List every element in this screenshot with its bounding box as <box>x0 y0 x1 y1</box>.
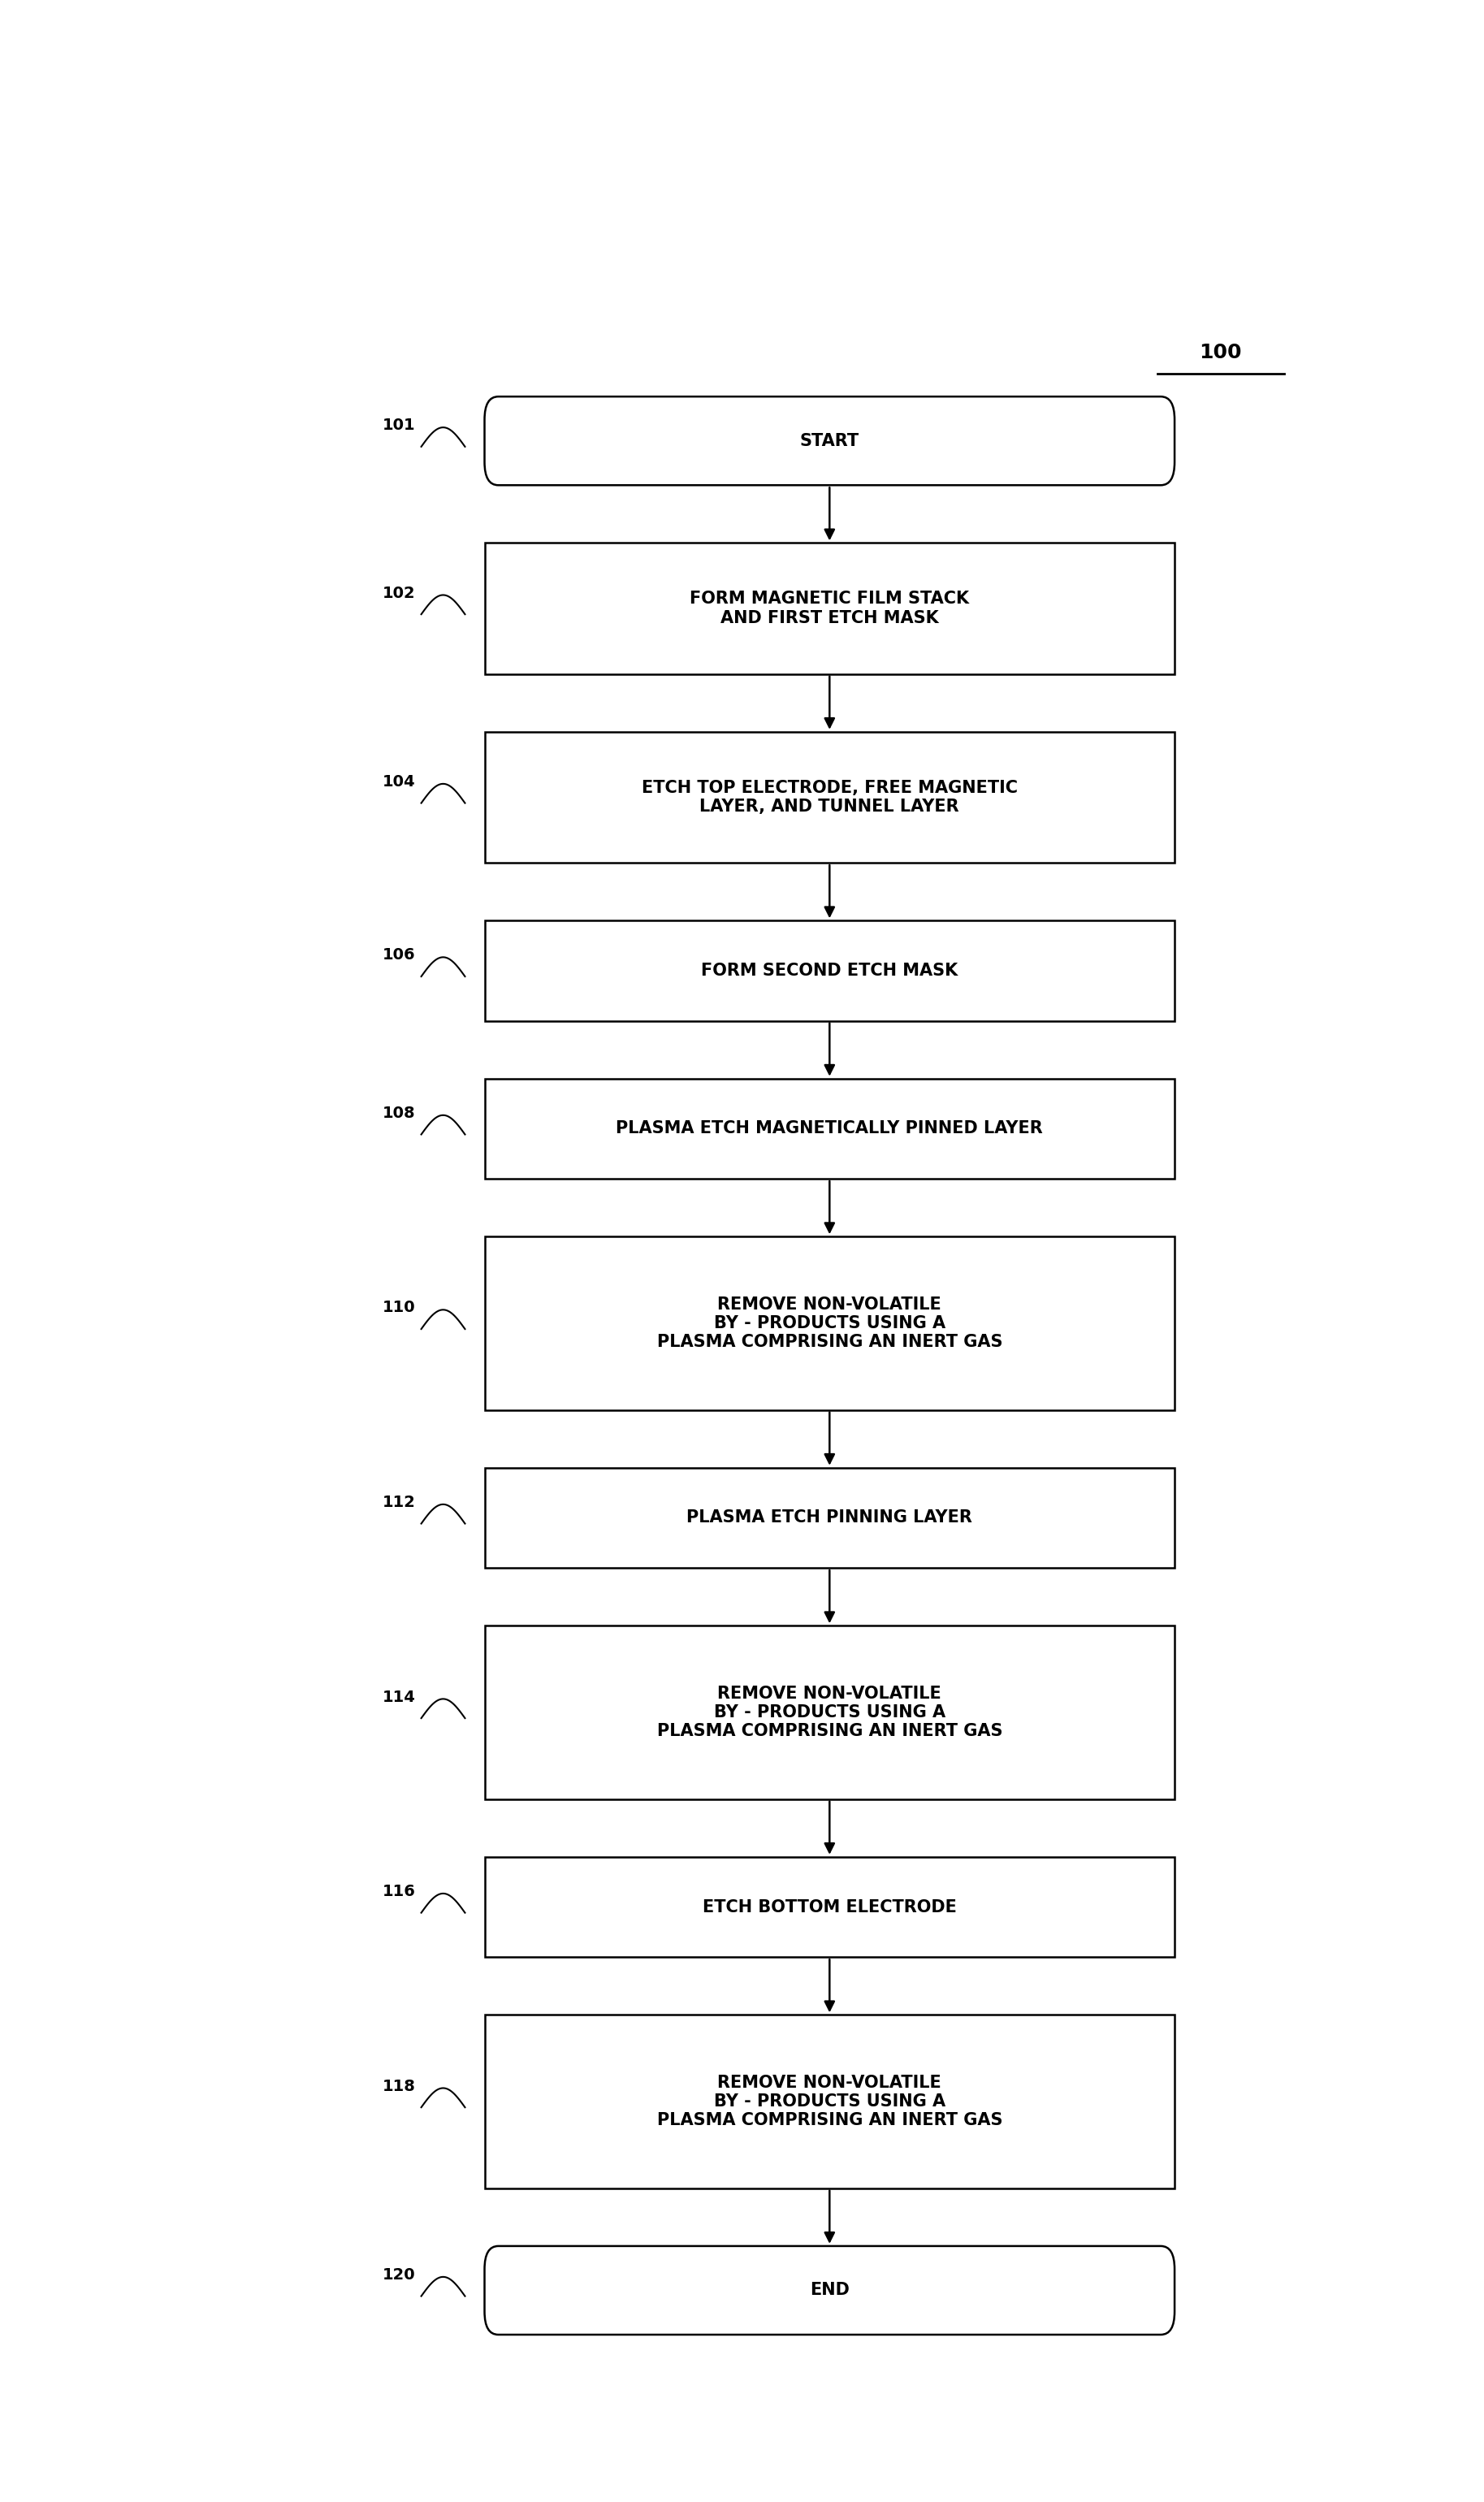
FancyBboxPatch shape <box>485 395 1175 485</box>
Text: END: END <box>810 2282 849 2299</box>
Text: PLASMA ETCH MAGNETICALLY PINNED LAYER: PLASMA ETCH MAGNETICALLY PINNED LAYER <box>616 1121 1043 1136</box>
Text: 120: 120 <box>383 2267 416 2282</box>
Bar <box>485 1626 1175 1799</box>
FancyBboxPatch shape <box>485 2247 1175 2334</box>
Bar <box>485 1078 1175 1178</box>
Text: 118: 118 <box>383 2079 416 2094</box>
Text: 110: 110 <box>383 1301 416 1316</box>
Text: REMOVE NON-VOLATILE
BY - PRODUCTS USING A
PLASMA COMPRISING AN INERT GAS: REMOVE NON-VOLATILE BY - PRODUCTS USING … <box>657 2074 1002 2129</box>
Text: REMOVE NON-VOLATILE
BY - PRODUCTS USING A
PLASMA COMPRISING AN INERT GAS: REMOVE NON-VOLATILE BY - PRODUCTS USING … <box>657 1296 1002 1351</box>
Text: ETCH TOP ELECTRODE, FREE MAGNETIC
LAYER, AND TUNNEL LAYER: ETCH TOP ELECTRODE, FREE MAGNETIC LAYER,… <box>641 781 1018 816</box>
Text: 102: 102 <box>383 585 416 600</box>
Text: ETCH BOTTOM ELECTRODE: ETCH BOTTOM ELECTRODE <box>702 1899 957 1914</box>
Bar <box>485 543 1175 673</box>
Text: FORM MAGNETIC FILM STACK
AND FIRST ETCH MASK: FORM MAGNETIC FILM STACK AND FIRST ETCH … <box>690 590 969 626</box>
Text: 116: 116 <box>383 1884 416 1899</box>
Bar <box>485 2014 1175 2189</box>
Text: 108: 108 <box>383 1106 416 1121</box>
Text: FORM SECOND ETCH MASK: FORM SECOND ETCH MASK <box>700 963 959 978</box>
Bar <box>485 1856 1175 1957</box>
Text: 104: 104 <box>383 773 416 791</box>
Text: PLASMA ETCH PINNING LAYER: PLASMA ETCH PINNING LAYER <box>687 1509 972 1526</box>
Bar <box>485 921 1175 1021</box>
Text: 114: 114 <box>383 1689 416 1704</box>
Text: 100: 100 <box>1199 343 1242 363</box>
Text: START: START <box>800 433 859 448</box>
Bar <box>485 731 1175 863</box>
Text: REMOVE NON-VOLATILE
BY - PRODUCTS USING A
PLASMA COMPRISING AN INERT GAS: REMOVE NON-VOLATILE BY - PRODUCTS USING … <box>657 1686 1002 1739</box>
Text: 101: 101 <box>383 418 416 433</box>
Bar <box>485 1236 1175 1411</box>
Bar <box>485 1469 1175 1569</box>
Text: 112: 112 <box>383 1494 416 1511</box>
Text: 106: 106 <box>383 948 416 963</box>
